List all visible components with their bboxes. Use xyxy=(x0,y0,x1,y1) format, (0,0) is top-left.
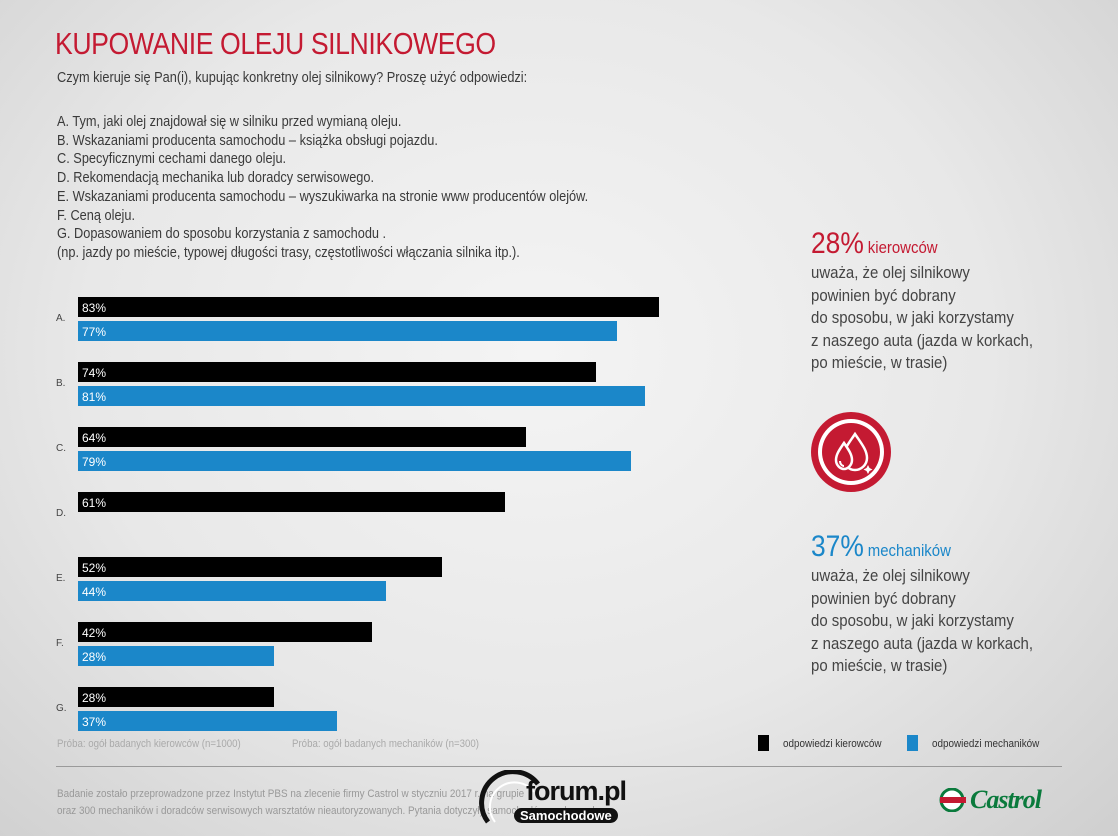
bar-value-label: 52% xyxy=(82,561,106,575)
answer-item: G. Dopasowaniem do sposobu korzystania z… xyxy=(57,226,387,243)
mechanics-stat-text: uważa, że olej silnikowy powinien być do… xyxy=(811,566,1034,675)
legend-mechanics-swatch xyxy=(907,735,918,751)
bar-drivers xyxy=(78,297,659,317)
watermark-forum-text: forum.pl xyxy=(526,776,627,806)
bar-value-label: 44% xyxy=(82,585,106,599)
bar-value-label: 37% xyxy=(82,715,106,729)
drivers-stat-unit: kierowców xyxy=(867,238,938,257)
bar-drivers xyxy=(78,427,526,447)
bar-value-label: 42% xyxy=(82,626,106,640)
answer-item: C. Specyficznymi cechami danego oleju. xyxy=(57,151,287,168)
bar-drivers xyxy=(78,622,372,642)
bar-value-label: 74% xyxy=(82,366,106,380)
bar-mechanics xyxy=(78,386,645,406)
sample-drivers-note: Próba: ogół badanych kierowców (n=1000) xyxy=(57,738,241,750)
bar-value-label: 61% xyxy=(82,496,106,510)
bar-mechanics xyxy=(78,646,274,666)
footer-divider xyxy=(56,766,1062,767)
castrol-logo-text: Castrol xyxy=(970,785,1042,814)
mechanics-stat-value: 37% xyxy=(811,530,864,563)
category-label: C. xyxy=(56,443,66,454)
drivers-stat-text: uważa, że olej silnikowy powinien być do… xyxy=(811,263,1034,372)
bar-value-label: 81% xyxy=(82,390,106,404)
bar-drivers xyxy=(78,557,442,577)
answer-item: A. Tym, jaki olej znajdował się w silnik… xyxy=(57,114,402,130)
bar-value-label: 28% xyxy=(82,650,106,664)
bar-drivers xyxy=(78,492,505,512)
answer-item: D. Rekomendacją mechanika lub doradcy se… xyxy=(57,170,375,187)
bar-mechanics xyxy=(78,321,617,341)
sample-mechanics-note: Próba: ogół badanych mechaników (n=300) xyxy=(292,738,479,750)
drivers-stat-value: 28% xyxy=(811,227,864,260)
legend-drivers-swatch xyxy=(758,735,769,751)
watermark-logo: forum.pl Samochodowe xyxy=(478,769,658,830)
bar-value-label: 77% xyxy=(82,325,106,339)
category-label: F. xyxy=(56,638,64,649)
source-note: Badanie zostało przeprowadzone przez Ins… xyxy=(57,786,601,820)
bar-mechanics xyxy=(78,451,631,471)
legend-mechanics-label: odpowiedzi mechaników xyxy=(932,738,1040,750)
watermark-samochodowe-text: Samochodowe xyxy=(514,808,618,823)
answer-item: E. Wskazaniami producenta samochodu – wy… xyxy=(57,188,589,205)
answer-list: A. Tym, jaki olej znajdował się w silnik… xyxy=(57,113,588,263)
mechanics-stat-heading: 37% mechaników xyxy=(811,530,951,564)
category-label: A. xyxy=(56,313,65,324)
bar-mechanics xyxy=(78,711,337,731)
drivers-stat-heading: 28% kierowców xyxy=(811,227,938,261)
answer-item: F. Ceną oleju. xyxy=(57,207,136,224)
bar-value-label: 64% xyxy=(82,431,106,445)
bar-drivers xyxy=(78,687,274,707)
answer-item: (np. jazdy po mieście, typowej długości … xyxy=(57,244,520,261)
bar-drivers xyxy=(78,362,596,382)
mechanics-stat-unit: mechaników xyxy=(867,541,951,560)
page-title: KUPOWANIE OLEJU SILNIKOWEGO xyxy=(55,26,496,61)
legend-drivers-label: odpowiedzi kierowców xyxy=(783,738,882,750)
answer-item: B. Wskazaniami producenta samochodu – ks… xyxy=(57,132,438,149)
source-line: oraz 300 mechaników i doradców serwisowy… xyxy=(57,805,601,817)
category-label: B. xyxy=(56,378,65,389)
bar-value-label: 79% xyxy=(82,455,106,469)
survey-question: Czym kieruje się Pan(i), kupując konkret… xyxy=(57,70,528,86)
category-label: D. xyxy=(56,508,66,519)
source-line: Badanie zostało przeprowadzone przez Ins… xyxy=(57,788,525,800)
category-label: E. xyxy=(56,573,65,584)
oil-drops-icon xyxy=(811,412,891,492)
bar-value-label: 83% xyxy=(82,301,106,315)
bar-value-label: 28% xyxy=(82,691,106,705)
bar-mechanics xyxy=(78,581,386,601)
category-label: G. xyxy=(56,703,67,714)
castrol-logo: Castrol xyxy=(938,783,1062,817)
